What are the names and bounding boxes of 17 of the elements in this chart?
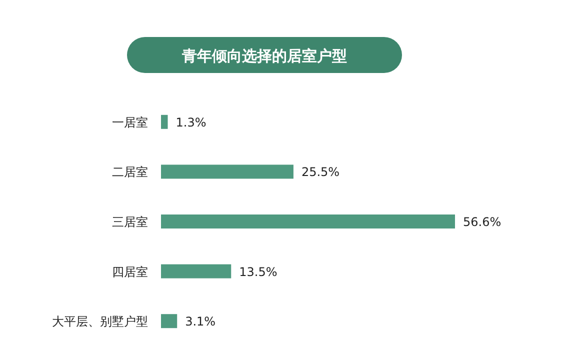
data-label: 1.3% — [176, 115, 206, 130]
bar — [161, 214, 455, 228]
y-tick-label: 二居室 — [112, 165, 148, 180]
data-label: 25.5% — [301, 165, 340, 180]
bar — [161, 114, 168, 129]
data-label: 56.6% — [463, 215, 502, 229]
y-tick-label: 一居室 — [112, 115, 148, 130]
y-tick-label: 三居室 — [112, 215, 148, 229]
data-label: 13.5% — [239, 264, 278, 279]
bar — [161, 314, 178, 328]
bar — [161, 264, 232, 278]
y-tick-label: 大平层、别墅户型 — [52, 314, 148, 329]
chart-title: 青年倾向选择的居室户型 — [181, 47, 347, 65]
title: 青年倾向选择的居室户型 — [127, 37, 402, 73]
y-tick-label: 四居室 — [112, 264, 148, 279]
bar — [161, 164, 294, 179]
data-label: 3.1% — [185, 314, 216, 329]
